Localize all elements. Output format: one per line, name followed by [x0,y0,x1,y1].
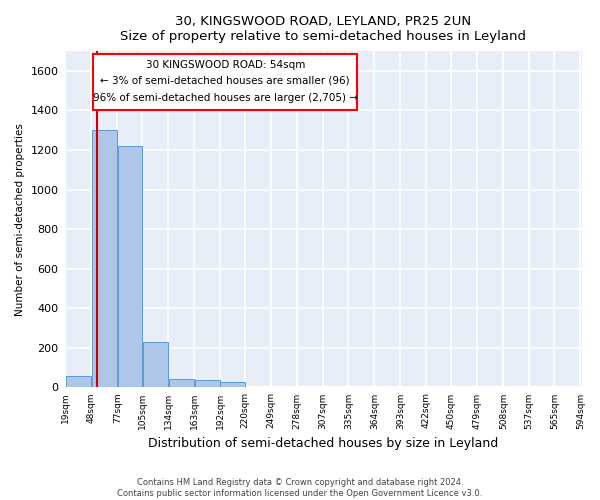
Text: Contains HM Land Registry data © Crown copyright and database right 2024.
Contai: Contains HM Land Registry data © Crown c… [118,478,482,498]
Title: 30, KINGSWOOD ROAD, LEYLAND, PR25 2UN
Size of property relative to semi-detached: 30, KINGSWOOD ROAD, LEYLAND, PR25 2UN Si… [120,15,526,43]
Bar [143,342,168,388]
Text: 30 KINGSWOOD ROAD: 54sqm: 30 KINGSWOOD ROAD: 54sqm [146,60,305,70]
Bar [65,376,91,388]
Bar [220,382,245,388]
Text: ← 3% of semi-detached houses are smaller (96): ← 3% of semi-detached houses are smaller… [100,76,350,86]
Text: 96% of semi-detached houses are larger (2,705) →: 96% of semi-detached houses are larger (… [93,93,358,103]
FancyBboxPatch shape [93,54,358,110]
Bar [169,378,194,388]
Y-axis label: Number of semi-detached properties: Number of semi-detached properties [15,123,25,316]
Bar [194,380,220,388]
Bar [118,146,142,388]
X-axis label: Distribution of semi-detached houses by size in Leyland: Distribution of semi-detached houses by … [148,437,498,450]
Bar [92,130,117,388]
